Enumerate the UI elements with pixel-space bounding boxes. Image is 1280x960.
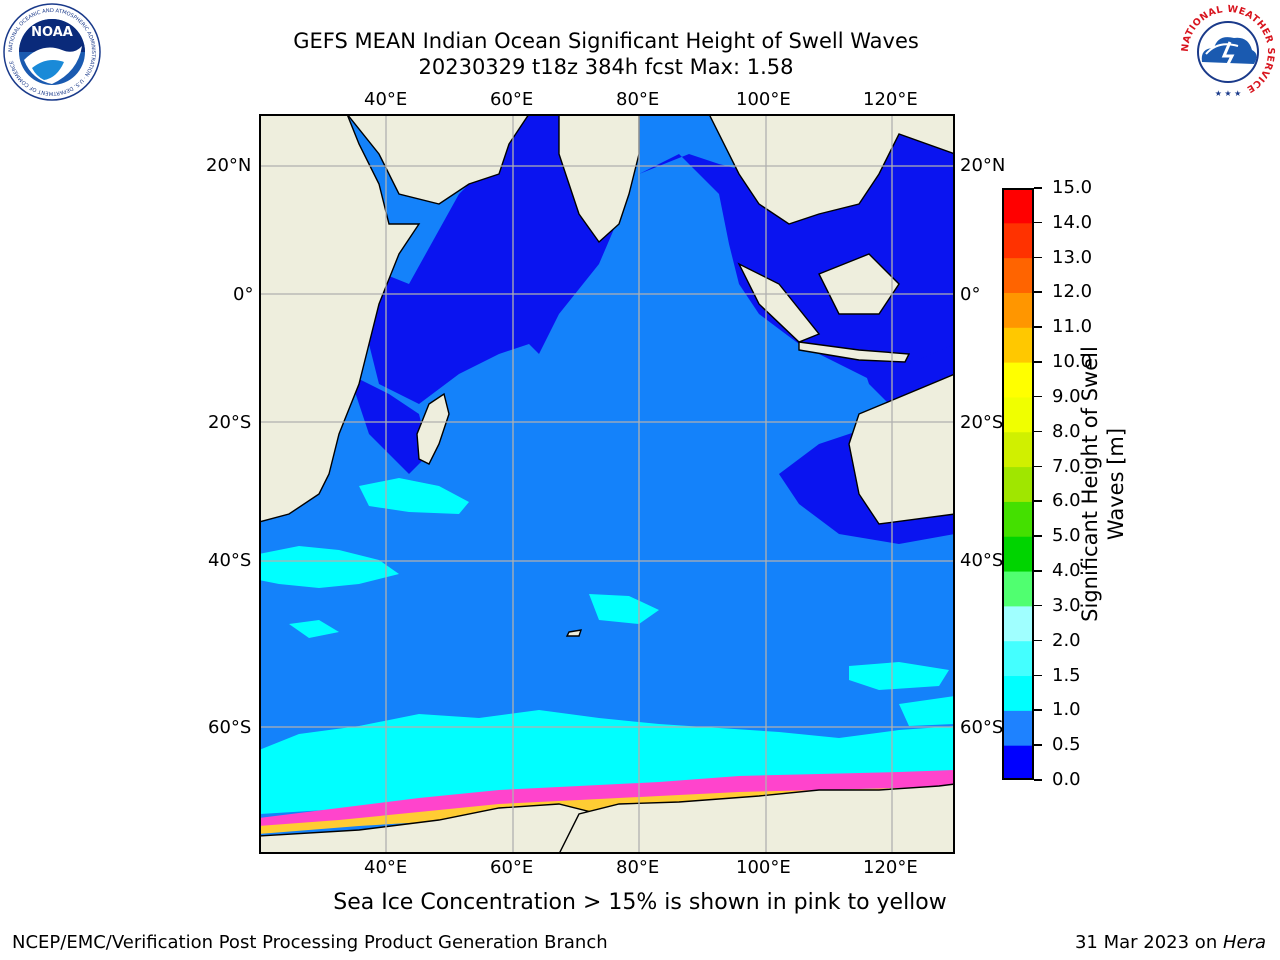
colorbar-level-label: 6.0 [1052, 490, 1081, 512]
lat-tick-left-60s: 60°S [208, 717, 252, 738]
lon-tick-top-80e: 80°E [616, 89, 660, 110]
colorbar-segment [1002, 327, 1034, 363]
colorbar-level-label: 7.0 [1052, 455, 1081, 477]
colorbar-level-label: 9.0 [1052, 385, 1081, 407]
colorbar-tick [1034, 674, 1042, 677]
lat-tick-right-20n: 20°N [960, 155, 1006, 176]
colorbar-level-label: 14.0 [1052, 211, 1093, 233]
colorbar-title-line2: Waves [m] [1104, 427, 1128, 541]
colorbar-segment [1002, 466, 1034, 502]
colorbar-segment [1002, 605, 1034, 642]
colorbar-frame [1002, 188, 1034, 780]
colorbar-tick [1034, 779, 1042, 781]
colorbar-title-line1: Significant Height of Swell [1078, 346, 1102, 622]
lat-tick-right-0: 0° [960, 284, 981, 305]
footer-date-text: 31 Mar 2023 on [1074, 932, 1223, 953]
colorbar-level-label: 11.0 [1052, 316, 1093, 338]
colorbar-tick [1034, 256, 1042, 259]
colorbar-tick [1034, 744, 1042, 746]
colorbar-level-label: 1.0 [1052, 699, 1081, 721]
sea-ice-caption: Sea Ice Concentration > 15% is shown in … [333, 890, 947, 915]
colorbar-segment [1002, 745, 1034, 781]
colorbar-segment [1002, 396, 1034, 433]
colorbar-segment [1002, 292, 1034, 328]
colorbar-segment [1002, 501, 1034, 537]
footer-date: 31 Mar 2023 on Hera [1075, 932, 1266, 953]
footer-credit: NCEP/EMC/Verification Post Processing Pr… [12, 932, 608, 953]
colorbar-level-label: 8.0 [1052, 420, 1081, 442]
colorbar-tick [1034, 430, 1042, 433]
map-panel [259, 114, 955, 854]
footer-host: Hera [1222, 932, 1266, 953]
lon-tick-bottom-40e: 40°E [364, 857, 408, 878]
colorbar-segment [1002, 257, 1034, 293]
svg-text:★ ★ ★: ★ ★ ★ [1215, 89, 1242, 98]
colorbar-tick [1034, 221, 1042, 224]
nws-logo: NATIONAL WEATHER SERVICE ★ ★ ★ [1178, 2, 1278, 102]
colorbar-tick [1034, 291, 1042, 293]
lon-tick-top-40e: 40°E [364, 89, 408, 110]
lon-tick-bottom-120e: 120°E [863, 857, 918, 878]
colorbar-segment [1002, 710, 1034, 746]
lat-tick-right-60s: 60°S [960, 717, 1004, 738]
lon-tick-top-120e: 120°E [863, 89, 918, 110]
colorbar-level-label: 0.0 [1052, 769, 1081, 790]
colorbar-segment [1002, 675, 1034, 711]
colorbar-level-label: 2.0 [1052, 629, 1081, 651]
lat-tick-right-40s: 40°S [960, 550, 1004, 571]
map-subtitle: 20230329 t18z 384h fcst Max: 1.58 [418, 55, 794, 79]
colorbar-tick [1034, 326, 1042, 328]
colorbar-segment [1002, 188, 1034, 224]
colorbar-tick [1034, 465, 1042, 468]
colorbar-tick [1034, 500, 1042, 502]
lon-tick-top-100e: 100°E [736, 89, 791, 110]
colorbar-level-label: 15.0 [1052, 177, 1093, 198]
lat-tick-left-0: 0° [233, 284, 254, 305]
noaa-logo-text: NOAA [31, 25, 73, 40]
colorbar-level-label: 4.0 [1052, 560, 1081, 582]
lat-tick-left-20s: 20°S [208, 412, 252, 433]
colorbar-svg [1002, 188, 1034, 781]
colorbar-tick [1034, 604, 1042, 607]
colorbar-segment [1002, 362, 1034, 398]
land-masses [260, 115, 954, 853]
colorbar-level-label: 13.0 [1052, 246, 1093, 268]
colorbar-tick [1034, 639, 1042, 642]
colorbar-tick [1034, 361, 1042, 363]
map-svg [259, 114, 955, 854]
map-title: GEFS MEAN Indian Ocean Significant Heigh… [293, 29, 919, 53]
colorbar-segment [1002, 571, 1034, 607]
colorbar-level-label: 5.0 [1052, 525, 1081, 547]
colorbar-level-label: 10.0 [1052, 351, 1093, 373]
lat-tick-left-40s: 40°S [208, 550, 252, 571]
colorbar-level-label: 1.5 [1052, 664, 1081, 686]
colorbar-tick [1034, 535, 1042, 537]
lon-tick-top-60e: 60°E [490, 89, 534, 110]
colorbar [1002, 188, 1034, 781]
colorbar-segment [1002, 431, 1034, 468]
colorbar-tick [1034, 709, 1042, 711]
colorbar-title: Significant Height of Swell Waves [m] [1077, 304, 1129, 664]
colorbar-level-label: 12.0 [1052, 281, 1093, 303]
colorbar-segment [1002, 640, 1034, 677]
lat-tick-right-20s: 20°S [960, 412, 1004, 433]
colorbar-tick [1034, 395, 1042, 398]
lon-tick-bottom-60e: 60°E [490, 857, 534, 878]
map-frame [259, 114, 955, 854]
colorbar-level-label: 0.5 [1052, 734, 1081, 756]
graticule [260, 115, 954, 853]
colorbar-tick [1034, 570, 1042, 572]
colorbar-segment [1002, 222, 1034, 259]
lat-tick-left-20n: 20°N [206, 155, 252, 176]
colorbar-tick [1034, 187, 1042, 189]
noaa-logo: NOAA NATIONAL OCEANIC AND ATMOSPHERIC AD… [2, 2, 102, 102]
colorbar-segment [1002, 536, 1034, 572]
colorbar-level-label: 3.0 [1052, 594, 1081, 616]
lon-tick-bottom-100e: 100°E [736, 857, 791, 878]
lon-tick-bottom-80e: 80°E [616, 857, 660, 878]
